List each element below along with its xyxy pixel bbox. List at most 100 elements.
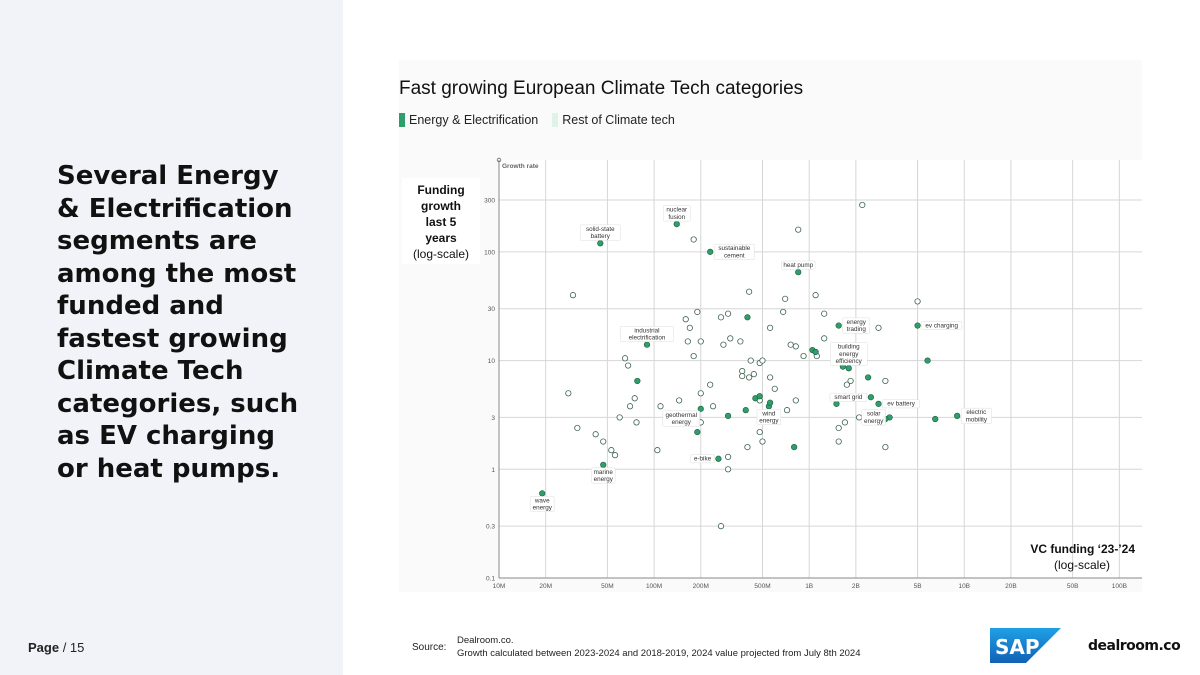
left-panel bbox=[0, 0, 343, 675]
x-tick-label: 500M bbox=[754, 583, 770, 590]
point-rest bbox=[697, 338, 704, 345]
point-label: ev charging bbox=[925, 322, 958, 329]
point-rest bbox=[626, 403, 634, 410]
source-label: Source: bbox=[412, 642, 447, 653]
y-axis-tag: Growth rate bbox=[502, 163, 539, 170]
point-rest bbox=[697, 390, 704, 397]
source-text: Dealroom.co. Growth calculated between 2… bbox=[457, 634, 861, 660]
point-label-box bbox=[662, 205, 691, 222]
x-axis-label-sub: (log-scale) bbox=[1054, 558, 1110, 572]
source-line-2: Growth calculated between 2023-2024 and … bbox=[457, 648, 861, 659]
point-rest bbox=[843, 381, 850, 388]
point-label: electric bbox=[966, 409, 986, 416]
x-tick-label: 50M bbox=[601, 583, 614, 590]
point-energy bbox=[539, 490, 546, 497]
point-label-box bbox=[530, 496, 555, 513]
point-rest bbox=[600, 438, 607, 445]
point-rest bbox=[747, 357, 754, 364]
dealroom-logo: dealroom.co bbox=[1088, 638, 1181, 654]
point-rest bbox=[690, 236, 697, 243]
point-energy bbox=[845, 365, 852, 372]
y-tick-label: 30 bbox=[488, 306, 496, 313]
point-rest bbox=[882, 444, 889, 451]
point-rest bbox=[686, 324, 693, 331]
point-rest bbox=[792, 397, 799, 404]
point-rest bbox=[709, 403, 717, 410]
legend-label-rest: Rest of Climate tech bbox=[562, 113, 675, 127]
point-label-box bbox=[882, 399, 920, 409]
point-rest bbox=[835, 438, 842, 445]
point-rest bbox=[782, 295, 789, 302]
point-energy bbox=[767, 399, 774, 406]
point-label: building bbox=[838, 344, 860, 351]
point-label-box bbox=[591, 467, 616, 484]
x-tick-label: 20B bbox=[1005, 583, 1017, 590]
point-rest bbox=[756, 428, 763, 436]
y-axis-end-marker bbox=[496, 157, 502, 163]
point-rest bbox=[882, 377, 889, 385]
point-label: cement bbox=[724, 252, 745, 259]
point-rest bbox=[657, 403, 664, 410]
point-energy bbox=[833, 400, 840, 407]
y-tick-label: 1 bbox=[491, 467, 495, 474]
point-energy bbox=[724, 412, 732, 419]
y-tick-label: 10 bbox=[488, 358, 496, 365]
point-energy bbox=[914, 322, 921, 329]
point-energy bbox=[924, 357, 931, 364]
point-rest bbox=[759, 357, 766, 364]
point-rest bbox=[744, 444, 751, 451]
chart-title: Fast growing European Climate Tech categ… bbox=[399, 78, 804, 99]
plot-area bbox=[499, 160, 1142, 578]
point-label: energy bbox=[533, 505, 553, 512]
x-tick-label: 20M bbox=[539, 583, 552, 590]
point-rest bbox=[783, 407, 791, 414]
point-rest bbox=[717, 523, 725, 530]
point-rest bbox=[694, 308, 701, 316]
x-tick-label: 5B bbox=[914, 583, 922, 590]
page-indicator: Page / 15 bbox=[28, 640, 84, 655]
point-rest bbox=[631, 395, 638, 402]
point-rest bbox=[821, 310, 828, 317]
headline: Several Energy & Electrification segment… bbox=[57, 161, 299, 484]
point-label: wave bbox=[534, 497, 550, 504]
x-tick-label: 10B bbox=[958, 583, 970, 590]
point-rest bbox=[847, 377, 854, 385]
point-rest bbox=[812, 292, 819, 299]
point-label-box bbox=[713, 243, 755, 260]
x-tick-label: 100B bbox=[1112, 583, 1127, 590]
point-energy bbox=[795, 269, 802, 276]
point-rest bbox=[750, 371, 757, 378]
y-axis-label-line: growth bbox=[421, 199, 461, 213]
point-rest bbox=[611, 452, 619, 459]
point-energy bbox=[835, 322, 842, 329]
sap-logo: SAP bbox=[990, 628, 1061, 663]
point-rest bbox=[914, 298, 921, 305]
point-label: energy bbox=[847, 319, 867, 326]
point-energy bbox=[742, 407, 749, 414]
point-label: energy bbox=[672, 419, 692, 426]
point-label: heat pump bbox=[783, 262, 813, 269]
page-label: Page bbox=[28, 640, 60, 655]
point-rest bbox=[616, 414, 623, 421]
point-energy bbox=[865, 374, 872, 381]
point-energy bbox=[634, 377, 641, 385]
legend: Energy & Electrification Rest of Climate… bbox=[399, 113, 689, 127]
point-rest bbox=[569, 292, 577, 299]
point-label-box bbox=[960, 407, 992, 424]
legend-swatch-energy bbox=[399, 113, 405, 127]
point-energy bbox=[694, 428, 701, 436]
point-rest bbox=[759, 438, 766, 445]
point-rest bbox=[737, 338, 744, 345]
x-tick-label: 100M bbox=[646, 583, 662, 590]
point-label-box bbox=[781, 260, 816, 270]
point-energy bbox=[867, 394, 874, 401]
point-rest bbox=[767, 374, 774, 381]
y-tick-label: 100 bbox=[484, 249, 495, 256]
point-label: e-bike bbox=[694, 456, 712, 463]
point-label-box bbox=[579, 224, 621, 241]
point-rest bbox=[654, 447, 661, 454]
sap-logo-text: SAP bbox=[995, 635, 1040, 659]
x-tick-label: 1B bbox=[805, 583, 813, 590]
point-rest bbox=[727, 335, 734, 342]
point-energy bbox=[932, 415, 939, 423]
